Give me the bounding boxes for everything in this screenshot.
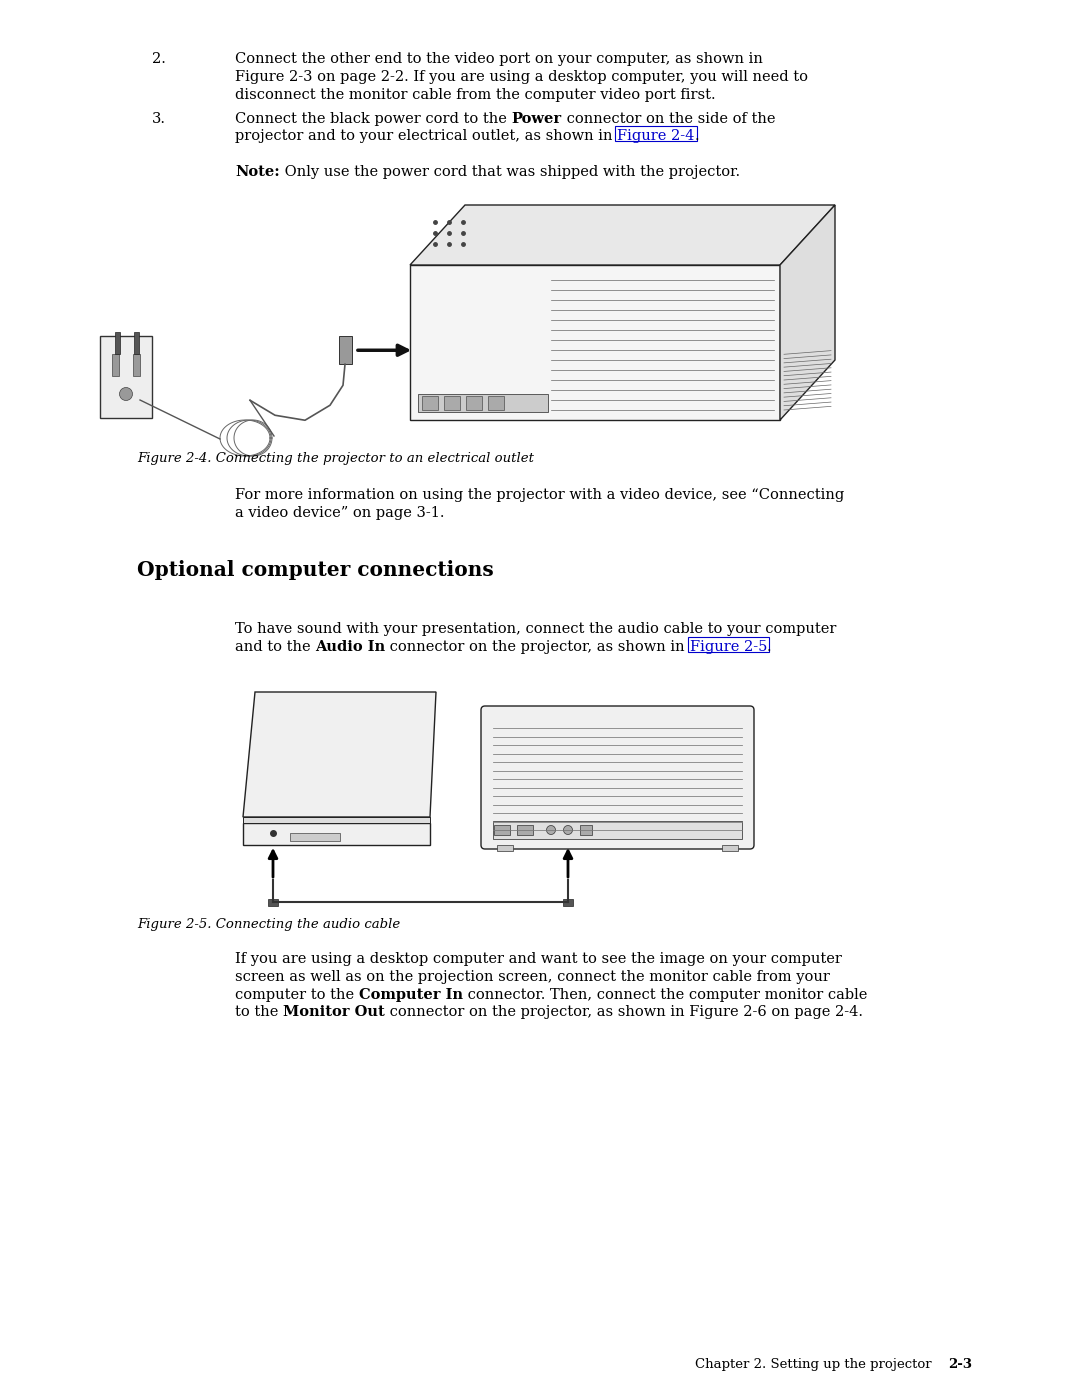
Text: computer to the: computer to the <box>235 988 359 1002</box>
Bar <box>243 823 430 845</box>
Text: To have sound with your presentation, connect the audio cable to your computer: To have sound with your presentation, co… <box>235 622 836 636</box>
Bar <box>563 900 573 907</box>
Text: 3.: 3. <box>152 112 166 126</box>
Text: Figure 2-4: Figure 2-4 <box>617 130 694 144</box>
Text: Connect the black power cord to the: Connect the black power cord to the <box>235 112 512 126</box>
Bar <box>112 353 119 376</box>
Text: Power: Power <box>512 112 562 126</box>
Text: Figure 2-3 on page 2-2. If you are using a desktop computer, you will need to: Figure 2-3 on page 2-2. If you are using… <box>235 70 808 84</box>
Text: Computer In: Computer In <box>359 988 462 1002</box>
Text: to the: to the <box>235 1006 283 1020</box>
Bar <box>422 395 438 409</box>
Bar <box>497 845 513 851</box>
Text: Figure 2-5. Connecting the audio cable: Figure 2-5. Connecting the audio cable <box>137 918 401 930</box>
Text: connector on the side of the: connector on the side of the <box>562 112 775 126</box>
Circle shape <box>546 826 555 834</box>
Bar <box>268 900 278 907</box>
Bar <box>243 817 430 823</box>
Bar <box>616 126 697 141</box>
Text: Note:: Note: <box>235 165 280 179</box>
Circle shape <box>564 826 572 834</box>
Text: Chapter 2. Setting up the projector: Chapter 2. Setting up the projector <box>694 1358 948 1370</box>
Text: projector and to your electrical outlet, as shown in: projector and to your electrical outlet,… <box>235 130 617 144</box>
Text: Audio In: Audio In <box>315 640 386 654</box>
Bar <box>465 395 482 409</box>
Text: connector on the projector, as shown in Figure 2-6 on page 2-4.: connector on the projector, as shown in … <box>384 1006 863 1020</box>
Text: Monitor Out: Monitor Out <box>283 1006 384 1020</box>
Bar <box>135 332 138 353</box>
Text: 2.: 2. <box>152 52 166 66</box>
Bar <box>133 353 140 376</box>
Text: .: . <box>694 130 699 144</box>
Bar <box>516 826 534 835</box>
Text: Connect the other end to the video port on your computer, as shown in: Connect the other end to the video port … <box>235 52 762 66</box>
Bar <box>410 265 780 420</box>
Bar <box>444 395 460 409</box>
Bar <box>100 337 152 418</box>
Text: Figure 2-4. Connecting the projector to an electrical outlet: Figure 2-4. Connecting the projector to … <box>137 453 534 465</box>
Bar <box>291 833 340 841</box>
Text: Optional computer connections: Optional computer connections <box>137 560 494 580</box>
Bar <box>492 821 742 840</box>
FancyBboxPatch shape <box>481 705 754 849</box>
Bar <box>723 845 738 851</box>
Polygon shape <box>243 692 436 817</box>
Bar <box>418 394 548 412</box>
Text: screen as well as on the projection screen, connect the monitor cable from your: screen as well as on the projection scre… <box>235 970 829 983</box>
Bar <box>494 826 511 835</box>
Bar <box>580 826 592 835</box>
Polygon shape <box>410 205 835 265</box>
Bar <box>339 337 352 365</box>
Text: connector. Then, connect the computer monitor cable: connector. Then, connect the computer mo… <box>462 988 867 1002</box>
Text: and to the: and to the <box>235 640 315 654</box>
Text: .: . <box>767 640 771 654</box>
Circle shape <box>120 387 133 401</box>
Polygon shape <box>780 205 835 420</box>
Text: Only use the power cord that was shipped with the projector.: Only use the power cord that was shipped… <box>280 165 740 179</box>
Text: disconnect the monitor cable from the computer video port first.: disconnect the monitor cable from the co… <box>235 88 716 102</box>
Text: a video device” on page 3-1.: a video device” on page 3-1. <box>235 506 445 520</box>
Text: 2-3: 2-3 <box>948 1358 972 1370</box>
Text: Figure 2-5: Figure 2-5 <box>690 640 767 654</box>
Bar <box>116 332 120 353</box>
Text: For more information on using the projector with a video device, see “Connecting: For more information on using the projec… <box>235 488 845 502</box>
Text: If you are using a desktop computer and want to see the image on your computer: If you are using a desktop computer and … <box>235 951 842 965</box>
Bar <box>688 637 769 652</box>
Text: connector on the projector, as shown in: connector on the projector, as shown in <box>386 640 690 654</box>
Bar <box>488 395 504 409</box>
